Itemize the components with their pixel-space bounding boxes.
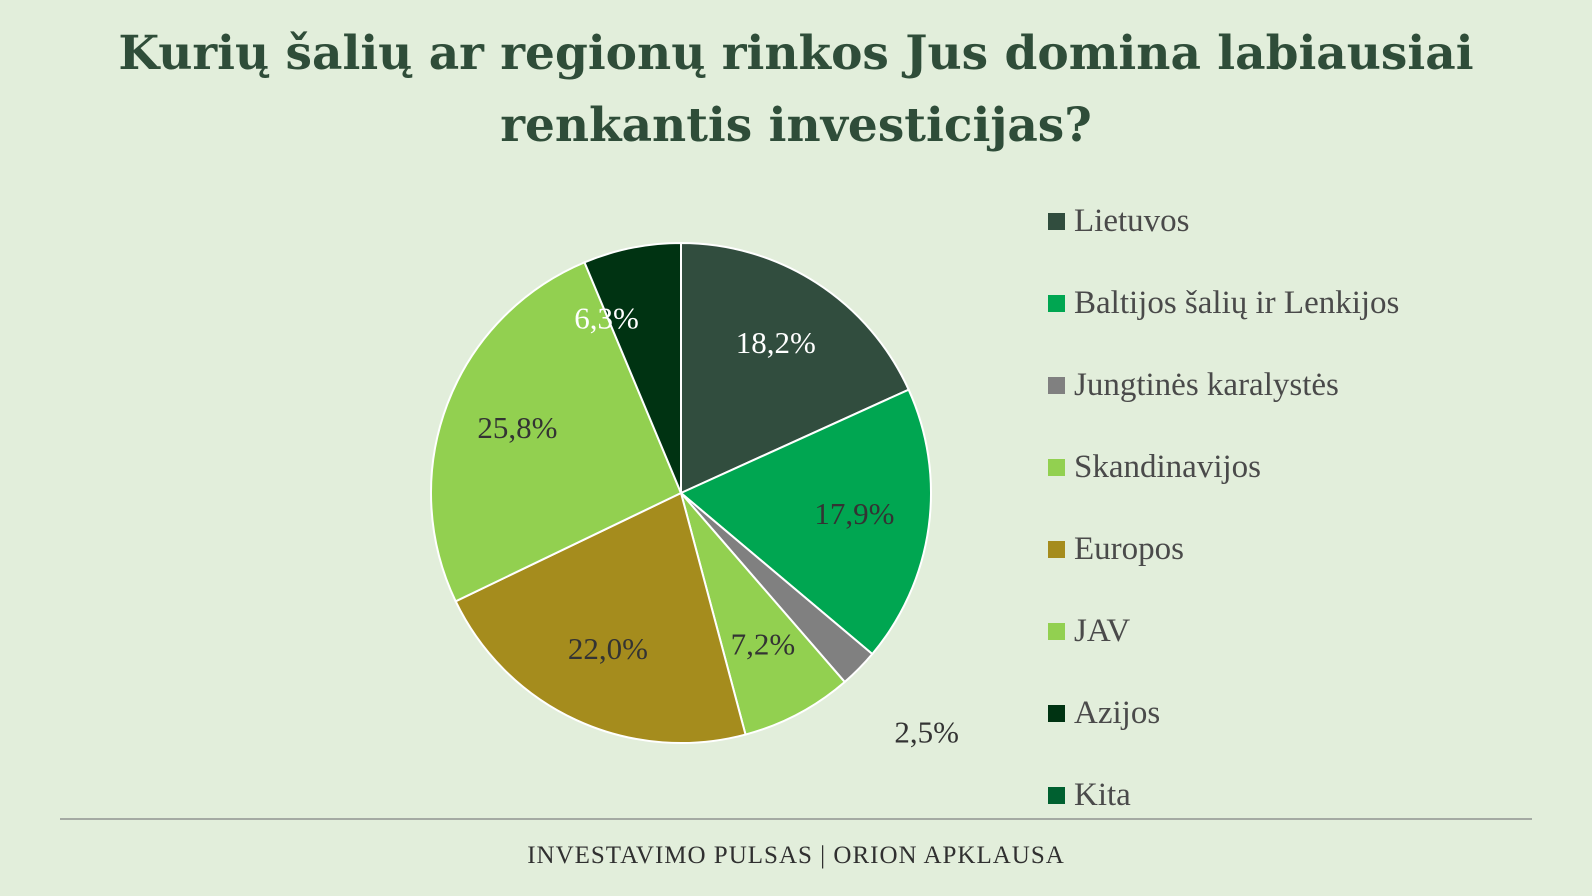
legend-swatch-jungtines-karalystes xyxy=(1048,376,1065,394)
legend-swatch-jav xyxy=(1048,622,1065,640)
pie-slice-azijos-7 xyxy=(583,241,682,494)
legend-swatch-europos xyxy=(1048,540,1065,558)
legend-label-kita: Kita xyxy=(1074,776,1131,813)
legend-item-europos: Europos xyxy=(1048,508,1399,590)
legend-label-europos: Europos xyxy=(1074,530,1184,567)
pie-label-skandinavijos-6: 25,8% xyxy=(477,410,557,445)
pie-label-jungtines-karalystes-2: 2,5% xyxy=(894,714,959,749)
legend-item-azijos: Azijos xyxy=(1048,672,1399,754)
pie-label-baltijos-saliu-ir-lenkijos-1: 17,9% xyxy=(814,496,894,531)
legend-label-jungtines-karalystes: Jungtinės karalystės xyxy=(1074,366,1339,403)
legend-swatch-kita xyxy=(1048,786,1065,804)
chart-title: Kurių šalių ar regionų rinkos Jus domina… xyxy=(0,18,1592,162)
pie-slice-europos-5 xyxy=(454,491,747,744)
footer-divider xyxy=(60,818,1532,820)
pie-slice-skandinavijos-6 xyxy=(430,261,683,603)
pie-slice-baltijos-saliu-ir-lenkijos-1 xyxy=(679,388,932,656)
pie-chart: 18,2% 17,9% 2,5% 7,2% 22,0% 25,8% 6,3% xyxy=(430,241,959,749)
legend-label-lietuvos: Lietuvos xyxy=(1074,202,1190,239)
legend-swatch-lietuvos xyxy=(1048,212,1065,230)
pie-label-jav-4: 7,2% xyxy=(731,627,796,662)
pie-label-azijos-7: 6,3% xyxy=(574,301,639,336)
legend-item-jav: JAV xyxy=(1048,590,1399,672)
legend-swatch-baltijos-saliu-ir-lenkijos xyxy=(1048,294,1065,312)
legend-item-kita: Kita xyxy=(1048,754,1399,836)
legend-item-skandinavijos: Skandinavijos xyxy=(1048,426,1399,508)
legend-swatch-azijos xyxy=(1048,704,1065,722)
legend-item-lietuvos: Lietuvos xyxy=(1048,180,1399,262)
legend-label-azijos: Azijos xyxy=(1074,694,1161,731)
pie-slice-jav-4 xyxy=(680,492,847,736)
pie-label-lietuvos-0: 18,2% xyxy=(736,325,816,360)
legend-label-baltijos-saliu-ir-lenkijos: Baltijos šalių ir Lenkijos xyxy=(1074,284,1400,321)
chart-legend: Lietuvos Baltijos šalių ir Lenkijos Jungti… xyxy=(1048,180,1399,836)
pie-label-europos-5: 22,0% xyxy=(568,631,648,666)
legend-swatch-skandinavijos xyxy=(1048,458,1065,476)
footer-text: INVESTAVIMO PULSAS | ORION APKLAUSA xyxy=(527,842,1065,869)
legend-item-jungtines-karalystes: Jungtinės karalystės xyxy=(1048,344,1399,426)
chart-title-line-2: renkantis investicijas? xyxy=(500,98,1092,153)
legend-label-skandinavijos: Skandinavijos xyxy=(1074,448,1261,485)
pie-slice-lietuvos-0 xyxy=(680,241,910,495)
chart-title-line-1: Kurių šalių ar regionų rinkos Jus domina… xyxy=(118,26,1474,81)
legend-item-baltijos-saliu-ir-lenkijos: Baltijos šalių ir Lenkijos xyxy=(1048,262,1399,344)
legend-label-jav: JAV xyxy=(1074,612,1131,649)
